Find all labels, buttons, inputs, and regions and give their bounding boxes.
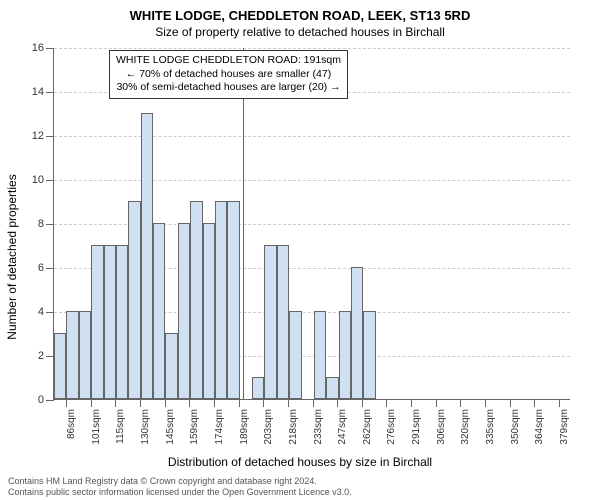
x-tick xyxy=(485,399,486,407)
x-tick-label: 189sqm xyxy=(239,409,250,445)
y-tick-label: 16 xyxy=(32,42,54,54)
grid-line xyxy=(54,180,570,181)
x-tick-label: 174sqm xyxy=(214,409,225,445)
y-tick-label: 10 xyxy=(32,174,54,186)
grid-line xyxy=(54,136,570,137)
histogram-bar xyxy=(326,377,338,399)
x-tick-label: 276sqm xyxy=(386,409,397,445)
histogram-bar xyxy=(153,223,165,399)
x-tick-label: 306sqm xyxy=(436,409,447,445)
x-tick xyxy=(337,399,338,407)
x-tick xyxy=(288,399,289,407)
x-tick xyxy=(436,399,437,407)
histogram-bar xyxy=(264,245,276,399)
histogram-bar xyxy=(190,201,202,399)
x-tick-label: 320sqm xyxy=(460,409,471,445)
x-tick-label: 262sqm xyxy=(362,409,373,445)
x-tick xyxy=(140,399,141,407)
x-tick xyxy=(411,399,412,407)
histogram-bar xyxy=(363,311,375,399)
x-tick xyxy=(460,399,461,407)
x-tick-label: 350sqm xyxy=(510,409,521,445)
x-tick-label: 247sqm xyxy=(337,409,348,445)
x-axis-label: Distribution of detached houses by size … xyxy=(168,455,432,469)
histogram-bar xyxy=(79,311,91,399)
x-tick xyxy=(214,399,215,407)
x-tick-label: 115sqm xyxy=(115,409,126,444)
histogram-bar xyxy=(116,245,128,399)
marker-line xyxy=(243,48,244,399)
x-tick-label: 145sqm xyxy=(165,409,176,445)
annotation-line: ← 70% of detached houses are smaller (47… xyxy=(116,68,341,82)
histogram-bar xyxy=(203,223,215,399)
x-tick xyxy=(313,399,314,407)
y-tick-label: 12 xyxy=(32,130,54,142)
x-tick-label: 364sqm xyxy=(534,409,545,445)
grid-line xyxy=(54,48,570,49)
x-tick-label: 86sqm xyxy=(66,409,77,439)
x-tick-label: 233sqm xyxy=(313,409,324,445)
footer-line: Contains HM Land Registry data © Crown c… xyxy=(8,476,352,487)
histogram-bar xyxy=(227,201,239,399)
y-tick-label: 4 xyxy=(38,306,54,318)
x-tick xyxy=(189,399,190,407)
annotation-line: WHITE LODGE CHEDDLETON ROAD: 191sqm xyxy=(116,54,341,68)
x-tick xyxy=(91,399,92,407)
x-tick xyxy=(239,399,240,407)
y-tick-label: 8 xyxy=(38,218,54,230)
x-tick-label: 218sqm xyxy=(288,409,299,445)
histogram-bar xyxy=(141,113,153,399)
x-tick xyxy=(510,399,511,407)
histogram-bar xyxy=(314,311,326,399)
histogram-bar xyxy=(66,311,78,399)
x-tick-label: 101sqm xyxy=(91,409,102,445)
plot-area: 024681012141686sqm101sqm115sqm130sqm145s… xyxy=(53,48,570,400)
y-tick-label: 2 xyxy=(38,350,54,362)
footer-line: Contains public sector information licen… xyxy=(8,487,352,498)
x-tick-label: 203sqm xyxy=(263,409,274,445)
histogram-bar xyxy=(351,267,363,399)
x-tick-label: 159sqm xyxy=(189,409,200,445)
histogram-bar xyxy=(277,245,289,399)
y-tick-label: 0 xyxy=(38,394,54,406)
chart-title: WHITE LODGE, CHEDDLETON ROAD, LEEK, ST13… xyxy=(0,0,600,23)
annotation-box: WHITE LODGE CHEDDLETON ROAD: 191sqm ← 70… xyxy=(109,50,348,99)
x-tick xyxy=(115,399,116,407)
x-tick xyxy=(362,399,363,407)
x-tick xyxy=(165,399,166,407)
x-tick xyxy=(66,399,67,407)
histogram-bar xyxy=(289,311,301,399)
x-tick xyxy=(386,399,387,407)
x-tick-label: 291sqm xyxy=(411,409,422,445)
x-tick xyxy=(263,399,264,407)
annotation-line: 30% of semi-detached houses are larger (… xyxy=(116,81,341,95)
x-tick-label: 130sqm xyxy=(140,409,151,445)
chart-subtitle: Size of property relative to detached ho… xyxy=(0,23,600,39)
histogram-bar xyxy=(339,311,351,399)
histogram-bar xyxy=(91,245,103,399)
x-tick xyxy=(559,399,560,407)
histogram-bar xyxy=(178,223,190,399)
x-tick-label: 335sqm xyxy=(485,409,496,445)
histogram-bar xyxy=(128,201,140,399)
footer-attribution: Contains HM Land Registry data © Crown c… xyxy=(8,476,352,499)
x-tick-label: 379sqm xyxy=(559,409,570,445)
chart-container: WHITE LODGE, CHEDDLETON ROAD, LEEK, ST13… xyxy=(0,0,600,500)
histogram-bar xyxy=(215,201,227,399)
y-tick-label: 6 xyxy=(38,262,54,274)
histogram-bar xyxy=(54,333,66,399)
x-tick xyxy=(534,399,535,407)
histogram-bar xyxy=(165,333,177,399)
y-tick-label: 14 xyxy=(32,86,54,98)
y-axis-label: Number of detached properties xyxy=(5,174,19,339)
histogram-bar xyxy=(104,245,116,399)
histogram-bar xyxy=(252,377,264,399)
